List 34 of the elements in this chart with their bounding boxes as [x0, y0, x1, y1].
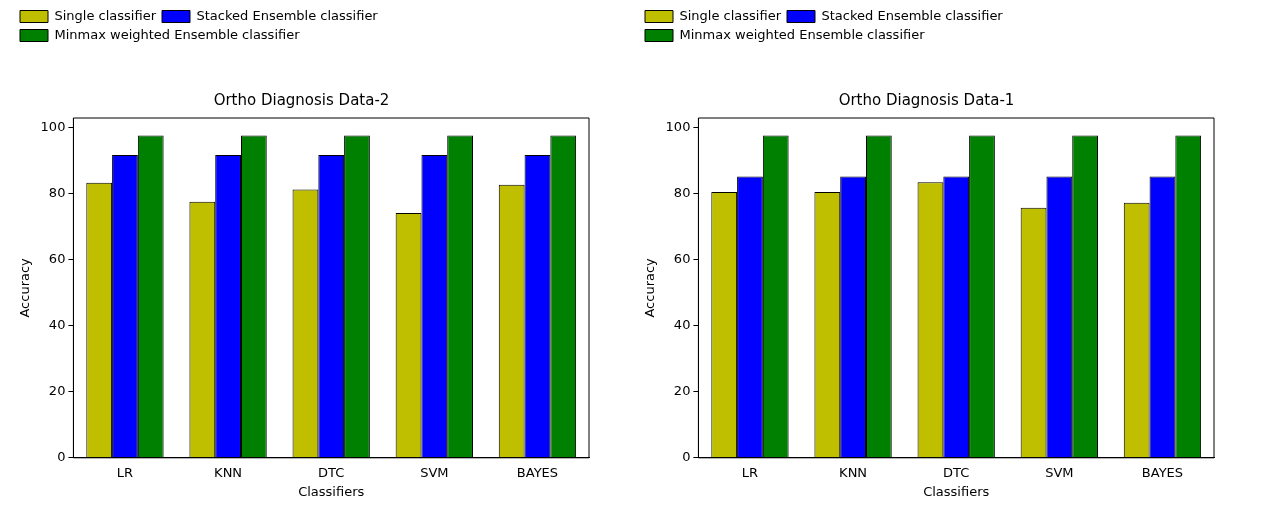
x-axis-title: Classifiers	[923, 483, 990, 499]
chart-title: Ortho Diagnosis Data-2	[213, 90, 390, 109]
x-tick-label: SVM	[420, 464, 449, 480]
legend-label: Stacked Ensemble classifier	[196, 7, 379, 23]
x-tick-label: BAYES	[516, 464, 559, 480]
chart-title: Ortho Diagnosis Data-1	[838, 90, 1015, 109]
y-tick-label: 100	[40, 119, 66, 135]
legend-label: Stacked Ensemble classifier	[821, 7, 1004, 23]
legend-label: Minmax weighted Ensemble classifier	[679, 26, 926, 42]
y-tick-label: 80	[48, 185, 66, 201]
x-tick-label: LR	[116, 464, 134, 480]
y-tick-label: 40	[673, 317, 691, 333]
x-tick-label: DTC	[943, 464, 970, 480]
y-tick-label: 20	[48, 383, 66, 399]
x-axis-title: Classifiers	[298, 483, 365, 499]
y-tick-label: 0	[57, 449, 66, 465]
y-tick-label: 40	[48, 317, 66, 333]
legend-label: Single classifier	[679, 7, 782, 23]
x-tick-label: SVM	[1045, 464, 1074, 480]
y-tick-label: 0	[682, 449, 691, 465]
y-tick-label: 60	[673, 251, 691, 267]
y-tick-label: 20	[673, 383, 691, 399]
y-tick-label: 80	[673, 185, 691, 201]
x-tick-label: DTC	[318, 464, 345, 480]
y-axis-title: Accuracy	[642, 257, 658, 318]
x-tick-label: LR	[741, 464, 759, 480]
x-tick-label: KNN	[839, 464, 868, 480]
y-tick-label: 100	[665, 119, 691, 135]
y-axis-title: Accuracy	[17, 257, 33, 318]
x-tick-label: BAYES	[1141, 464, 1184, 480]
legend-label: Minmax weighted Ensemble classifier	[54, 26, 301, 42]
legend-label: Single classifier	[54, 7, 157, 23]
x-tick-label: KNN	[214, 464, 243, 480]
y-tick-label: 60	[48, 251, 66, 267]
